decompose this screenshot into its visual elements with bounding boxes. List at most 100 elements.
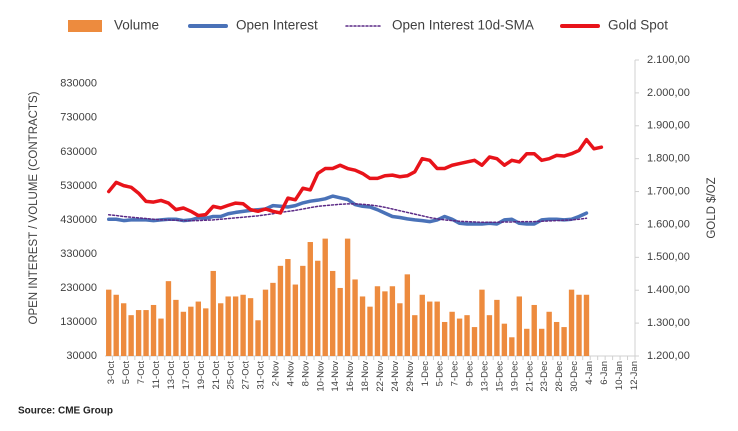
legend-label: Gold Spot [608, 18, 668, 33]
volume-bar [561, 327, 567, 356]
volume-bar [143, 310, 149, 356]
y2-tick-label: 2.100,00 [647, 54, 690, 66]
volume-bar [322, 238, 328, 356]
y-tick-label: 430000 [60, 214, 97, 226]
y-axis-title: OPEN INTEREST / VOLUME (CONTRACTS) [28, 91, 40, 324]
volume-bar [434, 301, 440, 356]
x-tick-label: 9-Dec [465, 361, 476, 387]
x-tick-label: 31-Oct [256, 361, 267, 390]
x-tick-label: 7-Dec [450, 361, 461, 387]
volume-bar [337, 287, 343, 356]
x-tick-label: 10-Jan [614, 361, 625, 390]
volume-bar [329, 270, 336, 356]
volume-bar [359, 296, 366, 356]
volume-bar [516, 296, 522, 356]
volume-bar [315, 260, 321, 356]
volume-bar [255, 320, 261, 356]
volume-bar [501, 323, 508, 356]
volume-bar [270, 282, 276, 356]
volume-bar [128, 315, 134, 356]
volume-bar [509, 337, 515, 356]
x-tick-label: 2-Nov [270, 361, 281, 387]
volume-bar [344, 238, 351, 356]
volume-bar [367, 306, 373, 356]
volume-bar [464, 315, 470, 356]
volume-bar [449, 311, 455, 356]
x-tick-label: 21-Dec [524, 361, 535, 392]
volume-bar [262, 289, 269, 356]
x-tick-label: 7-Oct [136, 361, 147, 385]
x-tick-label: 8-Nov [300, 361, 311, 387]
volume-bar [150, 304, 157, 356]
x-tick-label: 22-Nov [375, 361, 386, 392]
x-tick-label: 3-Oct [106, 361, 117, 385]
y2-tick-label: 1.900,00 [647, 120, 690, 132]
volume-bar [352, 279, 358, 356]
volume-bar [546, 311, 552, 356]
series-line [106, 137, 604, 218]
x-tick-label: 21-Oct [211, 361, 222, 390]
y2-tick-label: 1.500,00 [647, 251, 690, 263]
x-tick-label: 25-Oct [226, 361, 237, 390]
x-tick-label: 4-Nov [285, 361, 296, 387]
legend-label: Open Interest [236, 18, 318, 33]
volume-bar [292, 284, 299, 356]
volume-bar [427, 301, 433, 356]
volume-bar [180, 311, 187, 356]
x-tick-label: 4-Jan [584, 361, 595, 385]
x-tick-label: 30-Dec [569, 361, 580, 392]
legend-label: Open Interest 10d-SMA [392, 18, 534, 33]
y2-tick-label: 2.000,00 [647, 87, 690, 99]
series-line [107, 203, 588, 224]
volume-bar [158, 318, 164, 356]
volume-bar [188, 306, 194, 356]
x-tick-label: 10-Nov [315, 361, 326, 392]
volume-bar [120, 303, 127, 356]
x-tick-label: 13-Oct [166, 361, 177, 390]
x-tick-label: 27-Oct [241, 361, 252, 390]
x-tick-label: 11-Oct [151, 361, 162, 389]
x-tick-label: 29-Nov [405, 361, 416, 392]
volume-bar [539, 328, 545, 356]
volume-bar [232, 296, 239, 356]
y-tick-label: 230000 [60, 282, 97, 294]
y-tick-label: 130000 [60, 316, 97, 328]
volume-bar [203, 308, 209, 356]
volume-bar [195, 301, 201, 356]
y2-tick-label: 1.600,00 [647, 218, 690, 230]
volume-bar [412, 315, 418, 356]
x-tick-label: 12-Jan [629, 361, 640, 390]
volume-bar [240, 294, 246, 356]
volume-bar [568, 289, 575, 356]
volume-bar [397, 303, 403, 356]
volume-bar [441, 321, 448, 356]
y-tick-label: 730000 [60, 112, 97, 124]
volume-bar [210, 270, 216, 356]
volume-bar [225, 296, 231, 356]
x-tick-label: 23-Dec [539, 361, 550, 392]
y2-tick-label: 1.700,00 [647, 185, 690, 197]
volume-bar [106, 289, 112, 356]
volume-bar [479, 289, 485, 356]
volume-bar [218, 303, 224, 356]
x-tick-label: 24-Nov [390, 361, 401, 392]
y2-tick-label: 1.800,00 [647, 153, 690, 165]
x-tick-label: 16-Nov [345, 361, 356, 392]
source-note: Source: CME Group [18, 406, 113, 417]
volume-bar [576, 294, 582, 356]
volume-bar [389, 286, 396, 356]
x-tick-label: 14-Nov [330, 361, 341, 392]
volume-bar [404, 274, 411, 356]
volume-bar [285, 259, 291, 356]
volume-bar [583, 294, 590, 356]
volume-bar [419, 294, 425, 356]
y-tick-label: 330000 [60, 248, 97, 260]
y2-axis-title: GOLD $/OZ [706, 177, 718, 238]
x-tick-label: 13-Dec [479, 361, 490, 392]
volume-bar [277, 265, 284, 356]
x-tick-label: 1-Dec [420, 361, 431, 387]
x-tick-label: 19-Oct [196, 361, 207, 390]
y-tick-label: 30000 [66, 350, 97, 362]
volume-bar [135, 310, 142, 356]
